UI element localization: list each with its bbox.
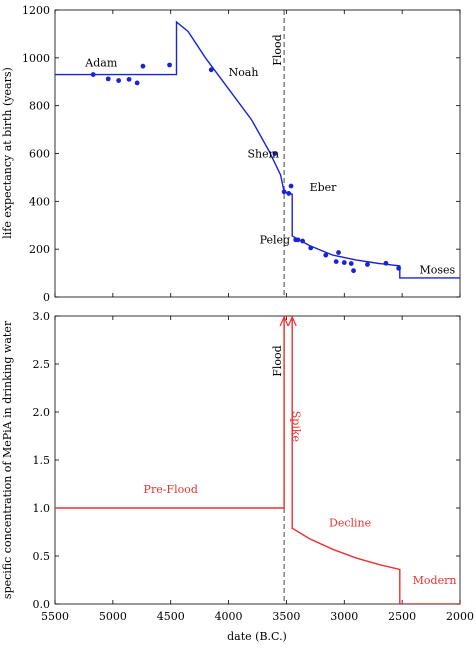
top-data-point bbox=[90, 72, 96, 77]
top-annotation-noah: Noah bbox=[229, 66, 259, 79]
top-data-point bbox=[333, 259, 339, 265]
bot-x-tick-label: 3000 bbox=[330, 610, 358, 623]
spike-arrowhead bbox=[287, 315, 297, 327]
top-data-point bbox=[396, 265, 402, 271]
bot-x-tick-label: 5000 bbox=[99, 610, 127, 623]
top-annotation-shem: Shem bbox=[248, 148, 280, 161]
top-data-point bbox=[383, 260, 389, 266]
top-y-tick-label: 600 bbox=[29, 148, 50, 161]
bot-y-tick-label: 1.5 bbox=[33, 454, 51, 467]
spike-arrowhead bbox=[279, 315, 289, 327]
top-data-point bbox=[336, 250, 341, 255]
bot-annotation-pre-flood: Pre-Flood bbox=[144, 483, 198, 496]
bottom-flood-label: Flood bbox=[271, 345, 284, 376]
top-data-point bbox=[272, 151, 278, 156]
top-data-point bbox=[300, 238, 306, 244]
top-data-point bbox=[351, 268, 356, 274]
top-annotation-eber: Eber bbox=[310, 181, 338, 194]
top-data-point bbox=[281, 189, 287, 195]
bottom-y-axis-label: specific concentration of MePiA in drink… bbox=[1, 320, 14, 599]
top-y-tick-label: 0 bbox=[43, 291, 50, 304]
bot-y-tick-label: 1.0 bbox=[33, 502, 51, 515]
top-data-point bbox=[323, 252, 329, 258]
top-data-point bbox=[105, 76, 111, 82]
bot-annotation-decline: Decline bbox=[329, 516, 371, 529]
top-y-tick-label: 200 bbox=[29, 243, 50, 256]
top-data-point bbox=[286, 191, 292, 196]
top-annotation-adam: Adam bbox=[84, 57, 118, 70]
bot-x-tick-label: 3500 bbox=[272, 610, 300, 623]
bot-annotation-spike: Spike bbox=[290, 411, 303, 442]
bot-x-tick-label: 4500 bbox=[157, 610, 185, 623]
bot-x-tick-label: 2000 bbox=[446, 610, 474, 623]
top-data-point bbox=[167, 62, 172, 68]
top-y-axis-label: life expectancy at birth (years) bbox=[1, 67, 14, 239]
bot-x-tick-label: 2500 bbox=[388, 610, 416, 623]
bottom-plot-frame bbox=[54, 315, 461, 605]
top-data-point bbox=[341, 260, 347, 265]
top-data-point bbox=[126, 76, 132, 82]
bot-y-tick-label: 0.0 bbox=[33, 598, 51, 611]
top-y-tick-label: 400 bbox=[29, 195, 50, 208]
concentration-panel: 0.0 0.5 1.0 1.5 2.0 2.5 3.0 5500 5000 4500 4000 35… bbox=[1, 310, 474, 643]
top-y-tick-label: 1200 bbox=[22, 4, 50, 17]
top-data-point bbox=[308, 245, 314, 251]
top-data-point bbox=[116, 78, 122, 83]
top-flood-label: Flood bbox=[271, 34, 284, 65]
top-data-point bbox=[134, 80, 140, 86]
top-data-point bbox=[348, 261, 354, 266]
top-y-tick-label: 800 bbox=[29, 100, 50, 113]
bot-annotation-modern: Modern bbox=[413, 574, 457, 587]
bot-x-tick-label: 4000 bbox=[215, 610, 243, 623]
top-data-point bbox=[365, 262, 370, 267]
top-annotation-peleg: Peleg bbox=[260, 234, 291, 247]
bot-y-tick-label: 0.5 bbox=[33, 550, 51, 563]
life-expectancy-panel: 0 200 400 600 800 1000 1200 Flood Adam Noah Shem… bbox=[1, 4, 461, 304]
top-y-tick-label: 1000 bbox=[22, 52, 50, 65]
top-annotation-moses: Moses bbox=[420, 263, 456, 276]
bot-y-tick-label: 2.5 bbox=[33, 358, 51, 371]
bot-series-line bbox=[55, 316, 460, 604]
x-axis-label: date (B.C.) bbox=[227, 630, 287, 643]
bot-y-tick-label: 3.0 bbox=[33, 310, 51, 323]
bot-x-tick-label: 5500 bbox=[41, 610, 69, 623]
bot-y-tick-label: 2.0 bbox=[33, 406, 51, 419]
top-data-point bbox=[295, 237, 301, 243]
top-data-point bbox=[208, 67, 214, 73]
top-data-point bbox=[140, 63, 146, 69]
top-data-point bbox=[288, 183, 294, 189]
